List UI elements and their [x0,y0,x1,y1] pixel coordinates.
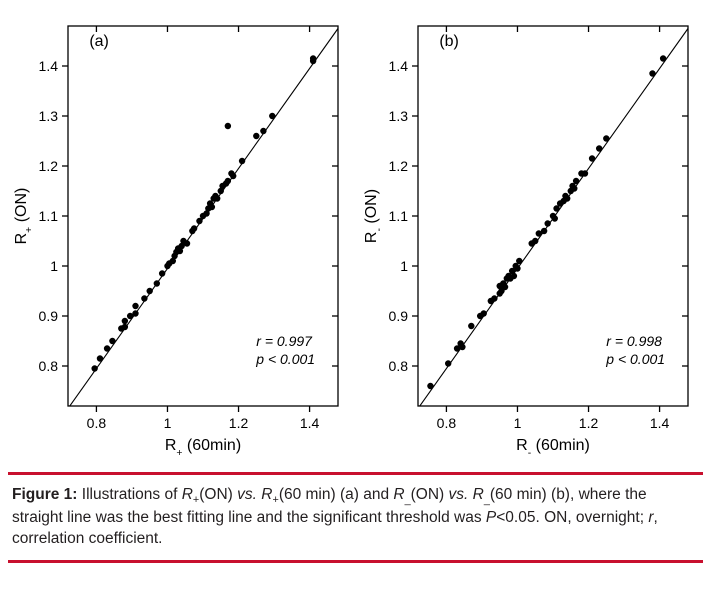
svg-text:1.3: 1.3 [39,108,59,124]
svg-text:1.4: 1.4 [650,415,670,431]
svg-text:1.2: 1.2 [39,158,59,174]
svg-text:1.4: 1.4 [389,58,409,74]
figure-caption: Figure 1: Illustrations of R+(ON) vs. R+… [8,472,703,563]
svg-text:p < 0.001: p < 0.001 [255,351,315,367]
svg-text:r = 0.998: r = 0.998 [606,333,662,349]
panel-b: 0.8 1 1.2 1.4 0.8 0.9 1 1.1 1.2 1.3 1.4 (b) r = 0.99… [358,10,703,458]
svg-text:r = 0.997: r = 0.997 [256,333,313,349]
svg-text:1.4: 1.4 [300,415,320,431]
svg-text:0.8: 0.8 [389,358,409,374]
svg-text:1: 1 [514,415,522,431]
svg-text:1: 1 [164,415,172,431]
svg-text:1.1: 1.1 [389,208,409,224]
scatter-plot-b: 0.8 1 1.2 1.4 0.8 0.9 1 1.1 1.2 1.3 1.4 (b) r = 0.99… [358,10,703,458]
svg-text:0.8: 0.8 [39,358,59,374]
svg-text:1.4: 1.4 [39,58,59,74]
svg-text:0.9: 0.9 [39,308,59,324]
svg-text:1: 1 [50,258,58,274]
svg-text:(a): (a) [89,33,109,50]
panel-a: 0.8 1 1.2 1.4 0.8 0.9 1 1.1 1.2 1.3 1.4 (a) r = 0.99… [8,10,353,458]
svg-text:p < 0.001: p < 0.001 [605,351,665,367]
svg-text:1.3: 1.3 [389,108,409,124]
svg-text:0.8: 0.8 [87,415,107,431]
svg-text:0.9: 0.9 [389,308,409,324]
scatter-plot-a: 0.8 1 1.2 1.4 0.8 0.9 1 1.1 1.2 1.3 1.4 (a) r = 0.99… [8,10,353,458]
svg-text:1.1: 1.1 [39,208,59,224]
svg-text:1.2: 1.2 [229,415,249,431]
figure-1: 0.8 1 1.2 1.4 0.8 0.9 1 1.1 1.2 1.3 1.4 (a) r = 0.99… [0,0,711,563]
svg-text:1: 1 [400,258,408,274]
svg-text:0.8: 0.8 [437,415,457,431]
svg-text:1.2: 1.2 [389,158,409,174]
svg-text:(b): (b) [439,33,459,50]
panel-row: 0.8 1 1.2 1.4 0.8 0.9 1 1.1 1.2 1.3 1.4 (a) r = 0.99… [8,10,703,458]
svg-text:1.2: 1.2 [579,415,599,431]
